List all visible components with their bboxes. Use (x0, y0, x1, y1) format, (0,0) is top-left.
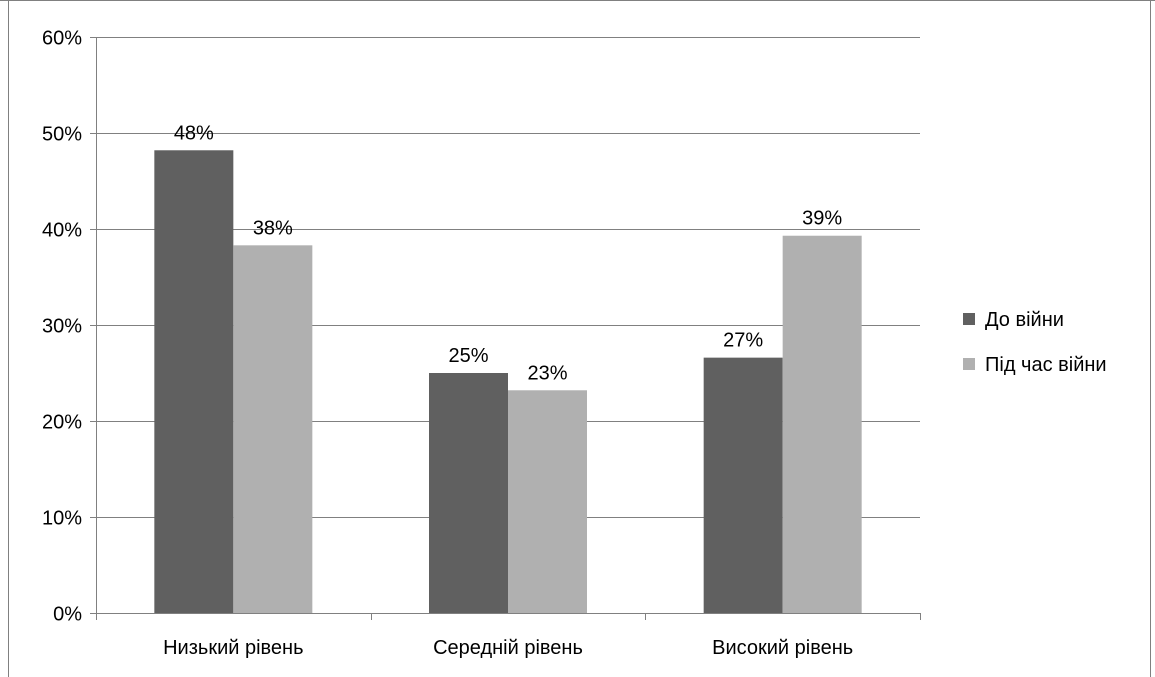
bar (703, 357, 783, 613)
y-tick-label: 60% (42, 28, 82, 50)
data-label: 23% (527, 362, 567, 384)
x-tick-label: Середній рівень (433, 637, 583, 659)
bar (429, 373, 508, 613)
axes: 0% 10% 20% 30% 40% 50% 60% Низький рівень Середн… (42, 28, 921, 659)
data-label: 25% (448, 345, 488, 367)
bar (233, 245, 313, 613)
data-label: 27% (723, 330, 763, 352)
x-tick-label: Високий рівень (712, 637, 853, 659)
x-tick-label: Низький рівень (163, 637, 303, 659)
bar (508, 390, 587, 613)
data-label: 48% (174, 122, 214, 144)
y-tick-label: 30% (42, 316, 82, 338)
legend: До війни Під час війни (963, 309, 1107, 376)
y-tick-label: 40% (42, 220, 82, 242)
data-label: 39% (802, 208, 842, 230)
data-labels: 48% 38% 25% 23% 27% 39% (174, 122, 843, 384)
data-label: 38% (253, 217, 293, 239)
legend-swatch (963, 358, 975, 370)
legend-label: До війни (985, 309, 1064, 331)
y-tick-label: 0% (53, 604, 82, 626)
bar (782, 235, 862, 613)
y-tick-label: 20% (42, 412, 82, 434)
legend-swatch (963, 313, 975, 325)
legend-label: Під час війни (985, 354, 1107, 376)
bars (154, 150, 862, 613)
y-tick-label: 10% (42, 508, 82, 530)
bar (154, 150, 234, 613)
y-tick-label: 50% (42, 124, 82, 146)
